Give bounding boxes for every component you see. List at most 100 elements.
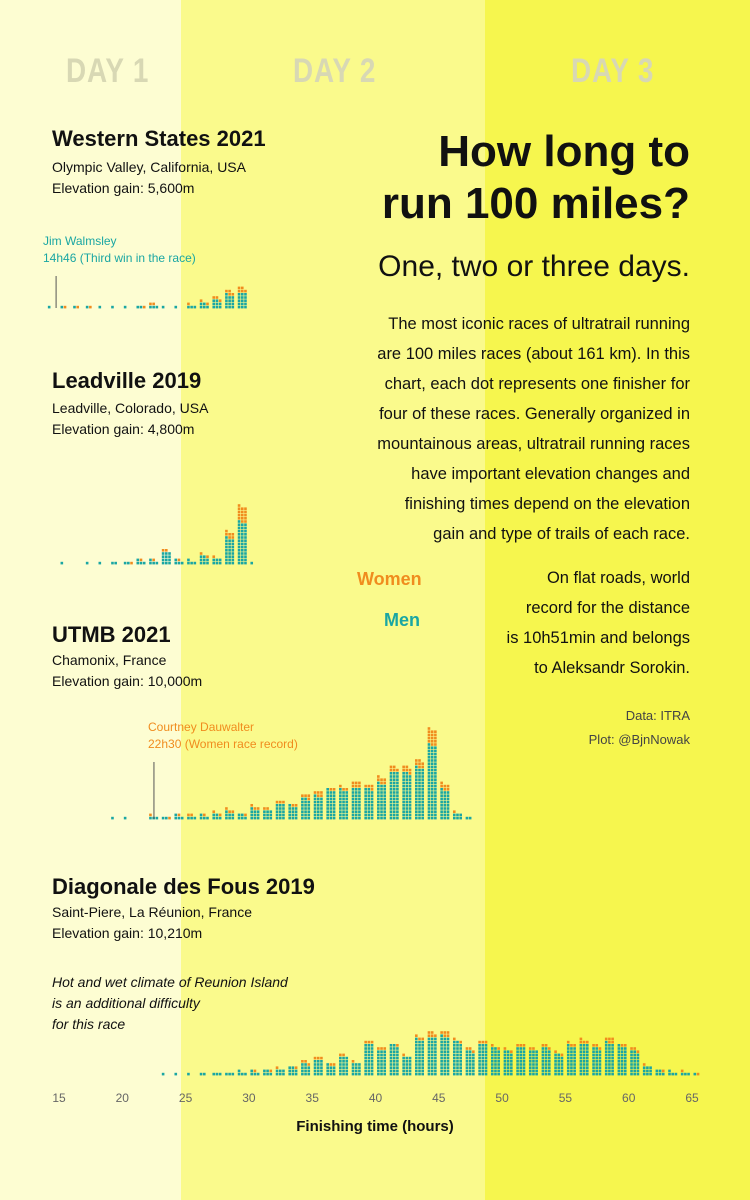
dot-men [440, 813, 443, 817]
dot-men [620, 1047, 624, 1050]
bar-1-6 [136, 558, 146, 565]
dot-men [573, 1072, 576, 1076]
dot-men [377, 797, 380, 801]
dot-men [111, 816, 114, 820]
dot-men [237, 542, 241, 546]
day-label-2: DAY 2 [293, 52, 377, 90]
dot-men [389, 1056, 393, 1060]
dot-men [408, 788, 412, 791]
dot-men [418, 794, 421, 797]
dot-men [351, 807, 355, 810]
dot-men [304, 800, 307, 804]
dot-men [427, 749, 431, 753]
dot-men [304, 807, 307, 810]
dot-men [383, 1056, 387, 1060]
dot-men [456, 1044, 459, 1047]
dot-men [472, 1066, 475, 1069]
dot-men [430, 1060, 434, 1063]
dot-men [380, 797, 383, 801]
dot-men [592, 1069, 595, 1073]
dot-men [408, 804, 412, 807]
dot-men [142, 561, 146, 565]
dot-men [367, 810, 371, 813]
dot-men [396, 804, 399, 807]
dot-men [139, 305, 143, 309]
dot-men [415, 1047, 418, 1050]
dot-men [291, 810, 295, 813]
dot-men [427, 1050, 431, 1053]
climate-note: Hot and wet climate of Reunion Island is… [52, 972, 288, 1035]
dot-men [389, 804, 393, 807]
dot-men [377, 1050, 380, 1053]
dot-men [516, 1056, 519, 1060]
dot-women [354, 784, 358, 788]
dot-men [263, 816, 266, 820]
dot-men [415, 1069, 418, 1073]
bar-2-14 [288, 804, 298, 820]
bar-2-8 [212, 810, 222, 820]
legend-men: Men [384, 610, 420, 630]
dot-men [206, 561, 209, 565]
dot-men [421, 1040, 425, 1044]
dot-men [396, 781, 399, 785]
dot-men [168, 561, 171, 565]
dot-men [332, 807, 336, 810]
dot-women [440, 784, 443, 788]
dot-men [364, 791, 367, 794]
dot-men [490, 1066, 494, 1069]
dot-men [528, 1053, 532, 1057]
dot-men [244, 305, 247, 309]
dot-men [608, 1066, 611, 1069]
dot-men [481, 1044, 485, 1047]
dot-men [459, 1066, 462, 1069]
dot-men [215, 1072, 219, 1076]
dot-men [402, 781, 405, 785]
dot-men [370, 816, 374, 820]
dot-men [459, 816, 462, 820]
dot-men [446, 1044, 450, 1047]
dot-men [418, 1063, 421, 1066]
dot-women [228, 293, 231, 296]
bar-2-10 [237, 813, 247, 820]
dot-men [418, 813, 421, 817]
dot-men [231, 558, 235, 562]
dot-women [402, 1053, 405, 1057]
dot-men [430, 749, 434, 753]
dot-men [396, 1063, 399, 1066]
dot-men [301, 813, 304, 817]
dot-men [383, 816, 387, 820]
dot-men [228, 549, 231, 552]
dot-men [383, 813, 387, 817]
dot-men [288, 1066, 292, 1069]
dot-men [421, 791, 425, 794]
dot-men [396, 1056, 399, 1060]
dot-men [671, 1072, 675, 1076]
dot-men [570, 1066, 573, 1069]
bar-3-20 [415, 1034, 425, 1076]
dot-women [345, 788, 349, 791]
dot-men [136, 561, 140, 565]
dot-men [342, 1063, 345, 1066]
dot-men [345, 1066, 349, 1069]
dot-men [342, 791, 345, 794]
dot-men [608, 1056, 611, 1060]
dot-women [415, 762, 418, 765]
dot-men [326, 810, 329, 813]
dot-women [430, 733, 434, 737]
dot-men [253, 810, 257, 813]
dot-women [446, 784, 450, 788]
dot-men [304, 804, 307, 807]
dot-men [434, 759, 437, 762]
dot-men [408, 791, 412, 794]
dot-men [165, 558, 168, 562]
dot-men [342, 1066, 345, 1069]
dot-men [396, 1050, 399, 1053]
dot-women [465, 1047, 469, 1050]
dot-men [478, 1044, 481, 1047]
dot-men [367, 1053, 371, 1057]
dot-men [541, 1066, 545, 1069]
dot-men [237, 561, 241, 565]
bar-3-30 [541, 1044, 551, 1076]
dot-men [468, 816, 472, 820]
dot-men [585, 1063, 589, 1066]
